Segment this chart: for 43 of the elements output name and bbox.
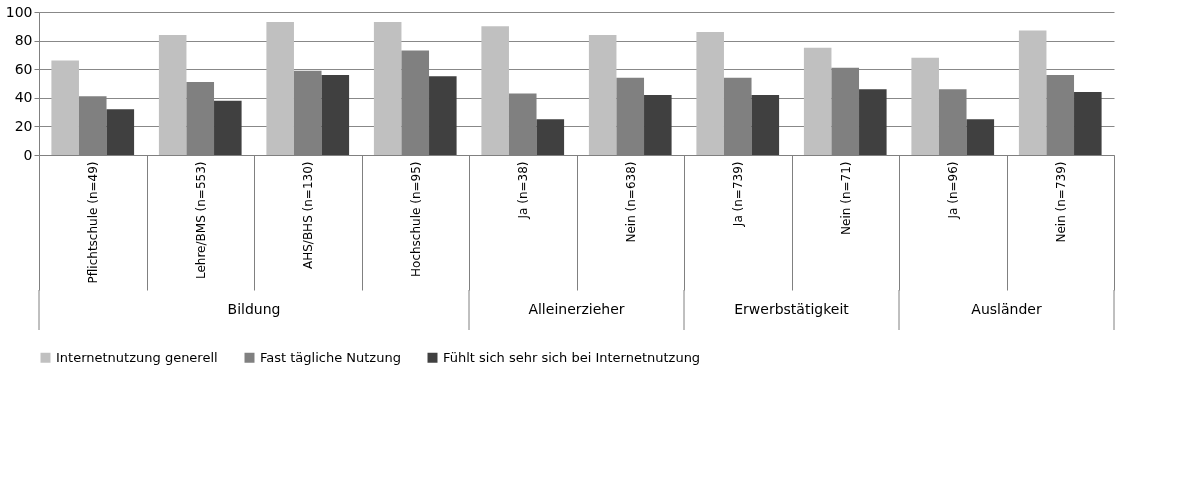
text: Ausländer [971, 301, 1042, 317]
y-tick-label: 80 [14, 32, 33, 49]
bar [373, 22, 402, 155]
bar [51, 60, 79, 155]
bar [158, 34, 187, 155]
x-tick-label: AHS/BHS (n=130) [301, 161, 316, 270]
bar [696, 32, 724, 155]
x-tick-label: Nein (n=71) [838, 161, 853, 235]
bar [751, 94, 780, 155]
bar [1018, 30, 1047, 155]
y-tick-label: 20 [14, 117, 33, 134]
y-tick-label: 100 [5, 3, 33, 20]
bar [481, 26, 509, 155]
x-tick-label: Hochschule (n=95) [408, 161, 423, 277]
x-tick-label: Nein (n=739) [1053, 161, 1068, 243]
bar [536, 119, 565, 155]
bar [588, 34, 617, 155]
bar [966, 119, 995, 155]
text: Erwerbstätigkeit [734, 301, 850, 317]
x-tick-label: Ja (n=38) [516, 161, 531, 220]
y-tick-label: 0 [23, 146, 33, 163]
y-tick-label: 40 [14, 89, 33, 106]
text: Bildung [227, 301, 281, 317]
legend-label: Fühlt sich sehr sich bei Internetnutzung [443, 349, 701, 365]
legend-label: Internetnutzung generell [56, 349, 218, 365]
x-tick-label: Ja (n=739) [731, 161, 746, 228]
bar [214, 100, 242, 155]
x-tick-label: Pflichtschule (n=49) [86, 161, 101, 284]
bar [106, 109, 135, 155]
x-tick-label: Nein (n=638) [623, 161, 638, 243]
bar [429, 76, 457, 155]
bar [803, 47, 832, 155]
x-tick-label: Ja (n=96) [946, 161, 961, 220]
bar [266, 22, 294, 155]
bar [911, 57, 939, 155]
bar [321, 74, 350, 155]
legend-label: Fast tägliche Nutzung [260, 349, 401, 365]
bar [859, 89, 887, 155]
x-tick-label: Lehre/BMS (n=553) [193, 161, 208, 280]
bar [1074, 92, 1102, 155]
text: Alleinerzieher [528, 301, 625, 317]
bar [644, 94, 672, 155]
y-tick-label: 60 [14, 60, 33, 77]
